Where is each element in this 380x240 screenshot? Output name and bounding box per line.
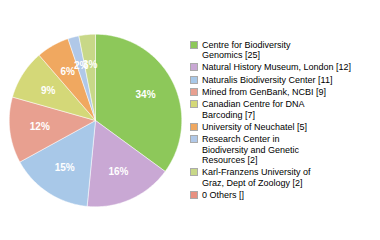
html-text:Centre for Biodiversity Genomi: Centre for Biodiversity Genomics [25] (202, 39, 291, 60)
svg-text:3%: 3% (83, 59, 98, 70)
html-text:Research Center in Biodiversit: Research Center in Biodiversity and Gene… (202, 134, 300, 165)
html-text:Natural History Museum, London: Natural History Museum, London [12] (202, 62, 352, 73)
html-text:Mined from GenBank, NCBI [9]: Mined from GenBank, NCBI [9] (202, 87, 327, 97)
svg-text:6%: 6% (60, 66, 75, 77)
svg-text:2%: 2% (73, 60, 89, 72)
svg-text:15%: 15% (55, 162, 75, 173)
html-text:University of Neuchatel [5]: University of Neuchatel [5] (202, 122, 307, 132)
html-text:Canadian Centre for DNA Barcod: Canadian Centre for DNA Barcoding [7] (202, 99, 305, 120)
html-text:Karl-Franzens University of Gr: Karl-Franzens University of Graz, Dept o… (202, 167, 311, 188)
svg-text:12%: 12% (30, 121, 50, 132)
html-text:Naturalis Biodiversity Center: Naturalis Biodiversity Center [11] (202, 74, 333, 85)
svg-text:9%: 9% (41, 85, 56, 96)
html-text:0 Others []: 0 Others [] (202, 190, 244, 201)
svg-text:34%: 34% (135, 89, 155, 100)
svg-text:16%: 16% (108, 166, 128, 177)
